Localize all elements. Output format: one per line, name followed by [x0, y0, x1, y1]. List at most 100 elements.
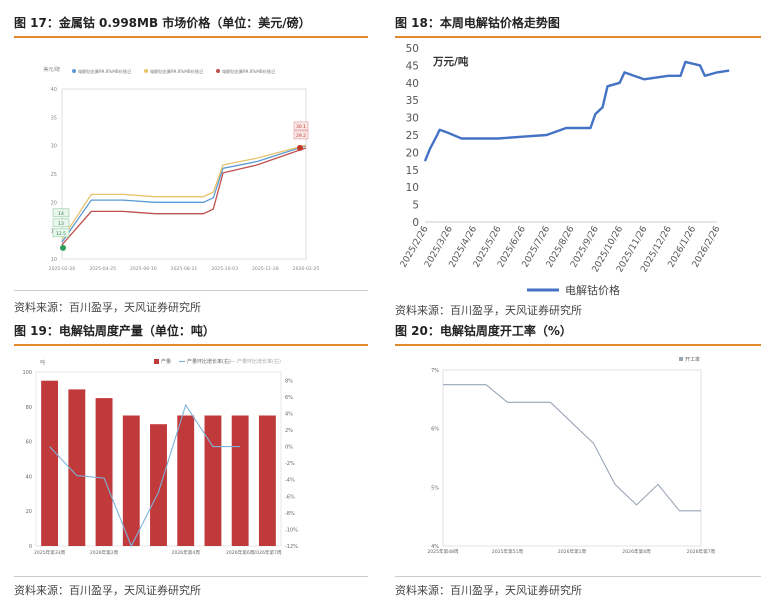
x-tick-label: 2026年第2周	[90, 549, 119, 556]
y-tick-label: 40	[26, 474, 32, 480]
y-tick-label: 80	[26, 405, 32, 411]
chart-title: 图 18：本周电解钴价格走势图	[395, 16, 560, 30]
y-tick-label: 35	[406, 95, 419, 107]
series-line-blue	[61, 145, 307, 243]
plot-frame	[442, 369, 702, 547]
y2-tick-label: -10%	[285, 527, 298, 533]
start-label: 12.5	[56, 231, 66, 237]
x-tick-label: 2025-08-11	[171, 266, 198, 272]
plot-frame	[61, 88, 307, 260]
start-label-box	[52, 218, 70, 228]
chart-fig20: 4% 5% 6% 7% 2025年第48周 2025年第51周 2026年第1周 2026年第…	[427, 356, 716, 555]
chart-title: 图 20：电解钴周度开工率（%）	[395, 324, 572, 338]
series-line-red	[61, 147, 307, 246]
chart-fig17: 美元/磅101520253035402025-02-262025-04-2520…	[43, 66, 320, 272]
legend-label: 开工率	[685, 356, 700, 363]
panel-fig17: 图 17：金属钴 0.998MB 市场价格（单位：美元/磅） 美元/磅10152…	[14, 14, 368, 314]
series-line	[49, 403, 241, 548]
y-tick-label: 50	[406, 43, 419, 55]
bar	[204, 415, 222, 546]
title-rule	[14, 344, 368, 346]
bottom-rule	[14, 576, 368, 577]
panel-fig18: 图 18：本周电解钴价格走势图 0 5 10 15 20 25 30 35 40 45 50 万元/吨…	[395, 14, 761, 317]
y2-tick-label: 4%	[285, 411, 293, 417]
x-tick-label: 2025-06-10	[130, 266, 157, 272]
y-tick-label: 10	[51, 257, 57, 263]
y-tick-label: 7%	[431, 368, 439, 374]
source-note: 资料来源：百川盈孚，天风证券研究所	[14, 301, 201, 314]
start-label-box	[52, 208, 70, 218]
x-tick-label: 2025年第51周	[492, 548, 524, 555]
x-tick-label: 2025年第33周	[34, 549, 66, 556]
legend-label: 产量环比增长率(右)	[237, 358, 281, 365]
x-tick-label: 2025-02-26	[49, 266, 76, 272]
y-tick-label: 20	[51, 200, 57, 206]
x-tick-label: 2026年第7周	[687, 548, 716, 555]
end-label-box	[293, 130, 309, 140]
bar	[258, 415, 276, 546]
chart-fig19: 吨 0 20 40 60 80 100 -12% -10% -8% -6% -4% -2% 0% 2% 4% 6…	[22, 358, 298, 556]
y-tick-label: 15	[406, 165, 419, 177]
chart-title: 图 19：电解钴周度产量（单位：吨）	[14, 324, 215, 338]
y-tick-label: 20	[406, 147, 419, 159]
start-label: 13	[58, 221, 64, 227]
bar	[231, 415, 249, 546]
legend-label: 电解钴金属99.8%MB价格日	[222, 68, 275, 75]
bottom-rule	[395, 576, 761, 577]
source-note: 资料来源：百川盈孚，天风证券研究所	[14, 584, 201, 597]
y-tick-label: 20	[26, 509, 32, 515]
source-note: 资料来源：百川盈孚，天风证券研究所	[395, 304, 582, 317]
end-label: 30.1	[296, 124, 306, 130]
y-tick-label: 40	[406, 78, 419, 90]
x-tick-label: 2026-02-25	[293, 266, 320, 272]
y-tick-label: 30	[51, 144, 57, 150]
y-tick-label: 40	[51, 87, 57, 93]
y-tick-label: 60	[26, 440, 32, 446]
legend-label: 电解钴金属99.8%MB价格日	[78, 68, 131, 75]
title-rule	[395, 36, 761, 38]
title-rule	[395, 344, 761, 346]
x-tick-label: 2025-11-28	[252, 266, 279, 272]
series-line	[423, 60, 730, 162]
x-tick-label: 2025-10-03	[211, 266, 238, 272]
y-tick-label: 6%	[431, 427, 439, 433]
legend-marker	[679, 357, 683, 361]
y-tick-label: 0	[412, 217, 419, 229]
x-tick-label: 2026年第4周	[172, 549, 201, 556]
end-label-box	[293, 121, 309, 131]
y-tick-label: 25	[406, 130, 419, 142]
x-tick-label: 2025年第48周	[427, 548, 459, 555]
y-tick-label: 4%	[431, 544, 439, 550]
series-line	[443, 384, 701, 512]
source-note: 资料来源：百川盈孚，天风证券研究所	[395, 584, 582, 597]
bar	[150, 424, 167, 546]
series-line-yellow	[61, 144, 307, 240]
y2-tick-label: -12%	[285, 544, 298, 550]
end-label: 29.2	[296, 133, 306, 139]
legend-label: 产量	[161, 358, 171, 365]
panel-fig19: 图 19：电解钴周度产量（单位：吨） 吨 0 20 40 60 80 100 -12% -10%…	[14, 322, 368, 602]
chart-title: 图 17：金属钴 0.998MB 市场价格（单位：美元/磅）	[14, 16, 311, 30]
y-tick-label: 10	[406, 182, 419, 194]
legend-marker	[216, 69, 220, 73]
x-tick-label: 2026年第1周	[558, 548, 587, 555]
start-label-box	[52, 228, 70, 238]
start-label: 14	[58, 211, 64, 217]
y-tick-label: 35	[51, 115, 57, 121]
legend-label: 产量环比增长率(右)	[187, 358, 231, 365]
start-marker	[60, 244, 66, 251]
y2-tick-label: -2%	[285, 461, 295, 467]
chart-fig18: 05101520253035404550万元/吨2025/2/262025/3/…	[399, 43, 730, 297]
y2-tick-label: -4%	[285, 478, 295, 484]
y2-tick-label: -6%	[285, 494, 295, 500]
x-tick-label: 2026年第7周	[253, 549, 282, 556]
legend-marker	[144, 69, 148, 73]
y-tick-label: 45	[406, 60, 419, 72]
bar	[122, 415, 140, 546]
legend-marker	[154, 359, 159, 364]
legend-label: 电解钴价格	[565, 283, 620, 297]
y2-tick-label: -8%	[285, 511, 295, 517]
bottom-rule	[14, 290, 368, 291]
y2-tick-label: 6%	[285, 395, 293, 401]
y2-tick-label: 0%	[285, 445, 293, 451]
